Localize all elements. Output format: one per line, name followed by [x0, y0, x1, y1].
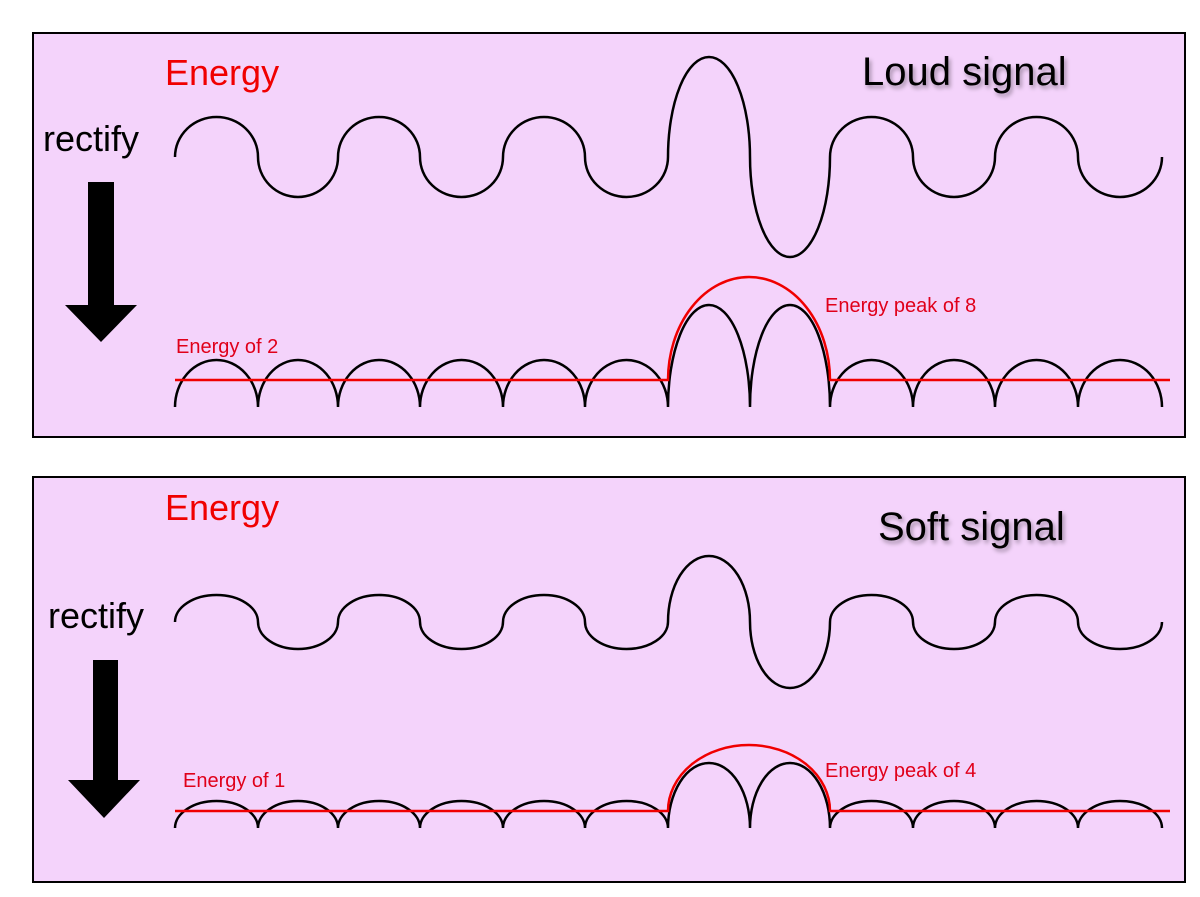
signal-wave — [173, 55, 1164, 259]
panel-background — [32, 32, 1186, 438]
rectified-wave — [173, 303, 1164, 408]
baseline-energy-label: Energy of 2 — [176, 336, 278, 358]
energy-envelope — [175, 743, 1170, 813]
soft-signal-panel: Energy Soft signal rectify Energy of 1 E… — [32, 476, 1186, 883]
energy-heading: Energy — [165, 487, 279, 528]
rectified-wave — [173, 761, 1164, 829]
loud-signal-panel: Energy Loud signal rectify Energy of 2 E… — [32, 32, 1186, 438]
peak-energy-label: Energy peak of 8 — [825, 295, 976, 317]
baseline-energy-label: Energy of 1 — [183, 770, 285, 792]
rectify-label: rectify — [43, 118, 139, 159]
peak-energy-label: Energy peak of 4 — [825, 760, 976, 782]
panel-title: Loud signal — [862, 50, 1067, 94]
energy-heading: Energy — [165, 52, 279, 93]
energy-envelope — [175, 275, 1170, 382]
panel-background — [32, 476, 1186, 883]
down-arrow-icon — [68, 660, 140, 818]
down-arrow-icon — [65, 182, 137, 342]
panel-title: Soft signal — [878, 505, 1065, 549]
rectify-label: rectify — [48, 595, 144, 636]
signal-wave — [173, 554, 1164, 690]
